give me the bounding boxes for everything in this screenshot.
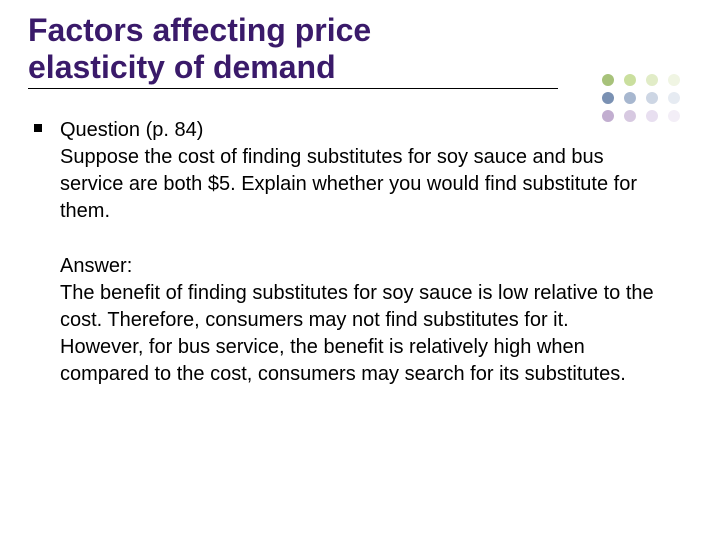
- title-underline: [28, 88, 558, 89]
- dot-icon: [646, 110, 658, 122]
- dot-icon: [624, 74, 636, 86]
- bulleted-item: Question (p. 84) Suppose the cost of fin…: [28, 117, 692, 225]
- answer-paragraph-1: The benefit of finding substitutes for s…: [60, 280, 660, 334]
- title-line-2: elasticity of demand: [28, 49, 692, 86]
- slide: Factors affecting price elasticity of de…: [0, 0, 720, 540]
- dot-icon: [668, 110, 680, 122]
- bullet-icon: [34, 124, 42, 132]
- dot-icon: [602, 92, 614, 104]
- title-line-1: Factors affecting price: [28, 12, 692, 49]
- dot-icon: [602, 74, 614, 86]
- slide-title: Factors affecting price elasticity of de…: [28, 12, 692, 86]
- answer-block: Answer: The benefit of finding substitut…: [60, 253, 660, 388]
- dot-icon: [624, 110, 636, 122]
- dot-icon: [624, 92, 636, 104]
- question-block: Question (p. 84) Suppose the cost of fin…: [60, 117, 660, 225]
- decorative-dots: [602, 74, 702, 130]
- answer-paragraph-2: However, for bus service, the benefit is…: [60, 334, 660, 388]
- question-body: Suppose the cost of finding substitutes …: [60, 144, 660, 225]
- dot-icon: [668, 74, 680, 86]
- dot-icon: [646, 74, 658, 86]
- question-label: Question (p. 84): [60, 117, 660, 144]
- answer-label: Answer:: [60, 253, 660, 280]
- dot-icon: [646, 92, 658, 104]
- body: Question (p. 84) Suppose the cost of fin…: [28, 117, 692, 388]
- dot-icon: [668, 92, 680, 104]
- dot-icon: [602, 110, 614, 122]
